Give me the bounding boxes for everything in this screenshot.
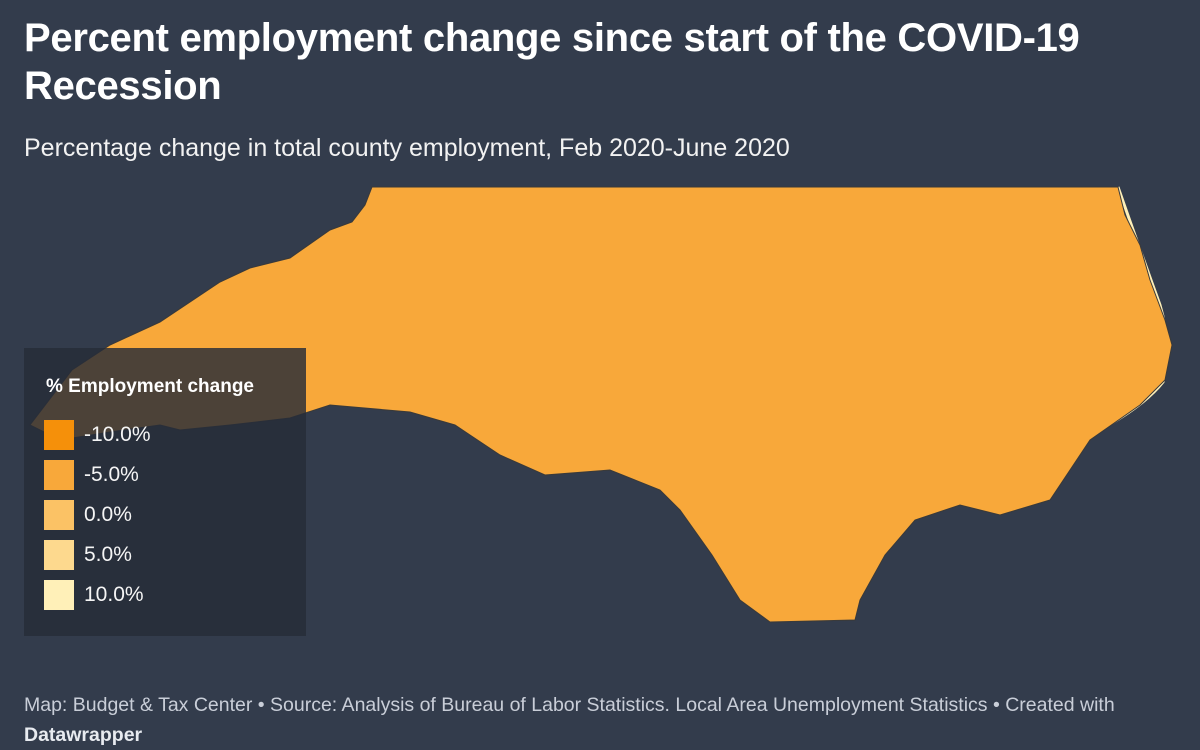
legend-item: 0.0% [44, 500, 132, 530]
legend-item: -10.0% [44, 420, 151, 450]
footer-text: Map: Budget & Tax Center • Source: Analy… [24, 694, 1115, 716]
legend-label: -10.0% [84, 423, 151, 446]
legend-label: 10.0% [84, 583, 144, 606]
footer-credits: Map: Budget & Tax Center • Source: Analy… [24, 690, 1184, 750]
legend-swatch [44, 580, 74, 610]
legend-label: 0.0% [84, 503, 132, 526]
chart-subtitle: Percentage change in total county employ… [24, 134, 790, 162]
chart-title: Percent employment change since start of… [24, 16, 1080, 108]
legend-label: -5.0% [84, 463, 139, 486]
legend: % Employment change -10.0% -5.0% 0.0% 5.… [24, 348, 306, 636]
legend-swatch [44, 540, 74, 570]
legend-swatch [44, 420, 74, 450]
datawrapper-link[interactable]: Datawrapper [24, 724, 143, 746]
legend-item: -5.0% [44, 460, 139, 490]
legend-swatch [44, 500, 74, 530]
legend-swatch [44, 460, 74, 490]
legend-title: % Employment change [46, 376, 254, 397]
legend-item: 10.0% [44, 580, 144, 610]
legend-label: 5.0% [84, 543, 132, 566]
legend-item: 5.0% [44, 540, 132, 570]
